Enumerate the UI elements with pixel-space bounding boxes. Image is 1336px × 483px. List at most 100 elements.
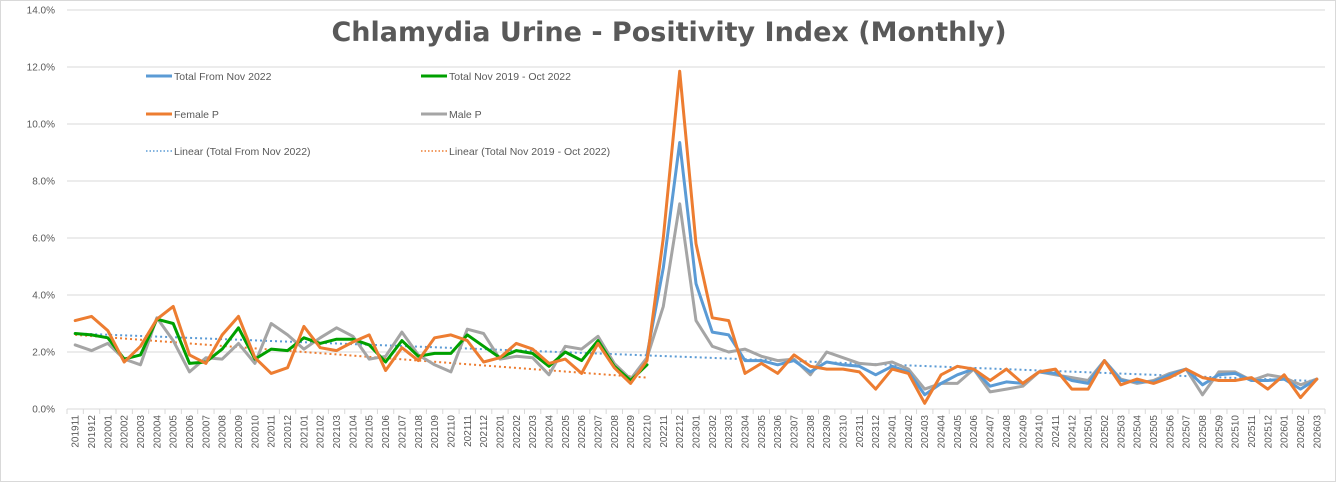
x-tick-label: 202410 <box>1035 415 1046 449</box>
x-tick-label: 202010 <box>250 415 261 449</box>
x-tick-label: 202002 <box>120 415 131 449</box>
x-tick-label: 202510 <box>1231 415 1242 449</box>
x-tick-label: 202001 <box>103 415 114 449</box>
x-tick-label: 202109 <box>430 415 441 449</box>
x-tick-label: 202008 <box>218 415 229 449</box>
legend-label: Male P <box>449 109 482 121</box>
x-tick-label: 202104 <box>348 415 359 449</box>
x-tick-label: 202003 <box>136 415 147 449</box>
x-tick-label: 202006 <box>185 415 196 449</box>
x-tick-label: 202110 <box>446 415 457 448</box>
x-tick-label: 202004 <box>152 415 163 449</box>
x-tick-label: 202401 <box>888 415 899 449</box>
x-tick-label: 202112 <box>479 415 490 448</box>
x-tick-label: 202407 <box>986 415 997 449</box>
trendline-linear-total-from-nov-2022 <box>75 332 1317 383</box>
legend-label: Female P <box>174 109 219 121</box>
y-tick-label: 12.0% <box>27 63 55 74</box>
x-tick-label: 202009 <box>234 415 245 449</box>
x-tick-label: 202207 <box>593 415 604 449</box>
y-axis-ticks: 0.0% 2.0% 4.0% 6.0% 8.0% 10.0% 12.0% 14.0% <box>27 6 55 416</box>
x-tick-label: 202312 <box>871 415 882 449</box>
legend-label: Linear (Total From Nov 2022) <box>174 146 311 158</box>
x-tick-label: 202601 <box>1280 415 1291 449</box>
y-tick-label: 4.0% <box>32 291 55 302</box>
x-tick-label: 202103 <box>332 415 343 449</box>
x-tick-label: 202105 <box>365 415 376 449</box>
x-tick-label: 202204 <box>544 415 555 449</box>
legend-label: Total From Nov 2022 <box>174 71 272 83</box>
x-tick-label: 202108 <box>414 415 425 449</box>
legend-item-female-p: Female P <box>146 109 219 121</box>
x-tick-label: 202409 <box>1018 415 1029 449</box>
x-tick-label: 202306 <box>773 415 784 449</box>
x-tick-label: 202005 <box>169 415 180 449</box>
x-tick-label: 202404 <box>937 415 948 449</box>
x-tick-label: 202509 <box>1214 415 1225 449</box>
x-tick-label: 202303 <box>724 415 735 449</box>
y-tick-label: 8.0% <box>32 177 55 188</box>
x-tick-label: 202212 <box>675 415 686 449</box>
legend-label: Total Nov 2019 - Oct 2022 <box>449 71 571 83</box>
y-tick-label: 14.0% <box>27 6 55 17</box>
legend-item-male-p: Male P <box>421 109 482 121</box>
y-tick-label: 0.0% <box>32 405 55 416</box>
legend-item-total-from-nov-2022: Total From Nov 2022 <box>146 71 272 83</box>
x-tick-label: 202101 <box>299 415 310 449</box>
x-tick-label: 202505 <box>1149 415 1160 449</box>
x-tick-label: 202402 <box>904 415 915 449</box>
x-tick-label: 202503 <box>1116 415 1127 449</box>
series-line-female-p <box>73 69 1319 405</box>
x-tick-label: 202502 <box>1100 415 1111 449</box>
x-tick-label: 202011 <box>267 415 278 448</box>
legend-item-linear-total-nov-2019-oct-2022: Linear (Total Nov 2019 - Oct 2022) <box>421 146 610 158</box>
x-tick-label: 202507 <box>1182 415 1193 449</box>
x-tick-label: 202304 <box>741 415 752 449</box>
x-tick-label: 202408 <box>1002 415 1013 449</box>
x-tick-label: 202107 <box>397 415 408 449</box>
x-tick-label: 202307 <box>790 415 801 449</box>
x-tick-label: 202406 <box>969 415 980 449</box>
x-tick-label: 202308 <box>806 415 817 449</box>
x-tick-label: 202411 <box>1051 415 1062 448</box>
x-tick-label: 202209 <box>626 415 637 449</box>
x-tick-label: 202512 <box>1263 415 1274 449</box>
x-tick-label: 202210 <box>642 415 653 449</box>
x-tick-label: 202305 <box>757 415 768 449</box>
series-lines <box>73 69 1319 405</box>
x-tick-label: 202302 <box>708 415 719 449</box>
x-tick-label: 202405 <box>953 415 964 449</box>
x-tick-label: 202504 <box>1133 415 1144 449</box>
x-tick-label: 202511 <box>1247 415 1258 448</box>
x-tick-label: 202508 <box>1198 415 1209 449</box>
x-tick-label: 202203 <box>528 415 539 449</box>
x-tick-label: 202301 <box>692 415 703 449</box>
x-tick-label: 202403 <box>920 415 931 449</box>
chart-title: Chlamydia Urine - Positivity Index (Mont… <box>331 17 1006 48</box>
x-tick-label: 202603 <box>1312 415 1323 449</box>
x-tick-label: 202311 <box>855 415 866 448</box>
x-tick-label: 202501 <box>1084 415 1095 449</box>
x-tick-label: 202102 <box>316 415 327 449</box>
x-tick-label: 202201 <box>495 415 506 449</box>
x-tick-label: 202310 <box>839 415 850 449</box>
gridlines <box>67 9 1325 410</box>
y-tick-label: 2.0% <box>32 348 55 359</box>
x-tick-label: 202007 <box>201 415 212 449</box>
x-tick-label: 202205 <box>561 415 572 449</box>
x-tick-label: 202106 <box>381 415 392 449</box>
x-tick-label: 201912 <box>87 415 98 449</box>
x-tick-label: 202206 <box>577 415 588 449</box>
x-tick-label: 202602 <box>1296 415 1307 449</box>
x-tick-label: 202211 <box>659 415 670 448</box>
trendline-linear-total-nov-2019-oct-2022 <box>75 333 648 379</box>
y-tick-label: 6.0% <box>32 234 55 245</box>
y-tick-label: 10.0% <box>27 120 55 131</box>
x-tick-label: 202111 <box>463 415 474 447</box>
legend-item-linear-total-from-nov-2022: Linear (Total From Nov 2022) <box>146 146 311 158</box>
legend: Total From Nov 2022 Total Nov 2019 - Oct … <box>146 71 610 158</box>
legend-label: Linear (Total Nov 2019 - Oct 2022) <box>449 146 610 158</box>
x-tick-label: 202202 <box>512 415 523 449</box>
